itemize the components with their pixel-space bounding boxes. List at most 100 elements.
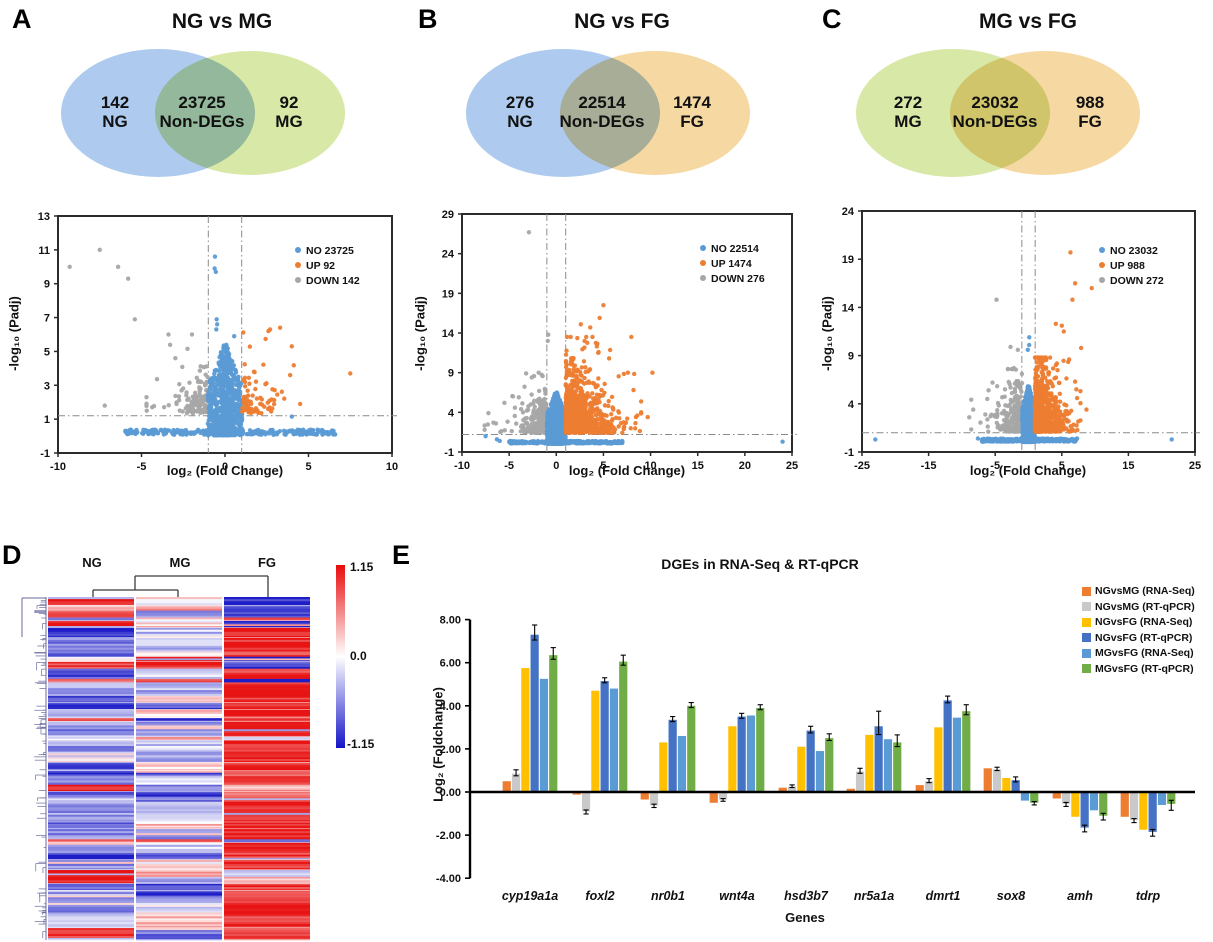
legend-item: MGvsFG (RNA-Seq) (1082, 647, 1195, 659)
bar-hsd3b7-1 (787, 786, 797, 792)
x-tick-label: -5 (137, 461, 147, 473)
bar-nr0b1-2 (659, 742, 668, 792)
bar-nr5a1a-4 (883, 739, 893, 792)
legend-swatch (1082, 648, 1091, 658)
y-tick-label: 14 (442, 328, 455, 340)
x-tick-label: -10 (50, 461, 66, 473)
legend-label: NO 23032 (1110, 245, 1158, 257)
bar-nr0b1-4 (677, 735, 687, 792)
bar-cyp19a1a-4 (539, 678, 549, 792)
x-tick-label: 20 (739, 460, 751, 472)
gene-label-amh: amh (1067, 889, 1093, 903)
venn-overlap-region: 22514 Non-DEGs (527, 93, 677, 131)
y-tick-label: -2.00 (436, 830, 461, 842)
bar-foxl2-4 (609, 688, 619, 792)
bar-y-axis-label: Log₂ (Foldchange) (430, 687, 446, 802)
colorbar-min-label: -1.15 (347, 737, 375, 751)
venn-left-label: NG (507, 112, 533, 131)
legend-label: NGvsFG (RT-qPCR) (1095, 631, 1193, 644)
panel-label-a: A (12, 4, 32, 34)
y-tick-label: 8.00 (440, 615, 461, 627)
venn-overlap-count: 23725 (178, 93, 226, 112)
venn-right-label: FG (680, 112, 704, 131)
venn-right-count: 988 (1075, 93, 1105, 112)
venn-left-count: 276 (505, 93, 535, 112)
panel-label-d: D (2, 540, 22, 570)
legend-label: MGvsFG (RT-qPCR) (1095, 662, 1194, 675)
x-tick-label: 15 (692, 460, 704, 472)
venn-diagram-ng-mg (61, 49, 345, 177)
y-tick-label: 29 (442, 209, 454, 221)
bar-wnt4a-0 (709, 792, 718, 803)
x-tick-label: 0 (222, 461, 228, 473)
bar-foxl2-1 (581, 792, 591, 812)
bar-tdrp-2 (1139, 792, 1148, 830)
bar-amh-1 (1061, 792, 1071, 804)
bar-tdrp-0 (1120, 792, 1129, 817)
bar-dmrt1-0 (915, 785, 924, 792)
y-tick-label: -1 (40, 448, 50, 460)
y-tick-label: -1 (844, 447, 854, 459)
bar-nr0b1-5 (687, 705, 696, 792)
y-tick-label: 19 (442, 288, 454, 300)
bar-chart-legend: NGvsMG (RNA-Seq) NGvsMG (RT-qPCR) NGvsFG… (1082, 585, 1195, 675)
venn-left-region: 142 NG (55, 93, 175, 131)
bar-amh-5 (1099, 792, 1108, 816)
y-tick-label: 0.00 (440, 787, 461, 799)
legend-label: DOWN 276 (711, 273, 765, 285)
x-tick-label: 0 (553, 460, 559, 472)
y-tick-label: 6.00 (440, 658, 461, 670)
bar-foxl2-2 (591, 690, 600, 792)
venn-right-count: 92 (279, 93, 299, 112)
legend-label: DOWN 272 (1110, 275, 1164, 287)
legend-label: UP 1474 (711, 258, 752, 270)
venn-left-region: 276 NG (460, 93, 580, 131)
legend-item: NGvsFG (RNA-Seq) (1082, 616, 1195, 628)
y-tick-label: 19 (842, 254, 854, 266)
venn-title-ng-mg: NG vs MG (171, 10, 273, 33)
bar-sox8-5 (1030, 792, 1039, 803)
venn-overlap-label: Non-DEGs (559, 112, 645, 131)
bar-sox8-4 (1020, 792, 1030, 801)
bar-tdrp-1 (1129, 792, 1139, 821)
gene-label-sox8: sox8 (997, 889, 1026, 903)
bar-amh-4 (1089, 792, 1099, 811)
gene-label-tdrp: tdrp (1136, 889, 1161, 903)
bar-nr5a1a-2 (865, 734, 874, 792)
y-tick-label: 24 (842, 206, 855, 218)
y-tick-label: 9 (448, 368, 454, 380)
bar-wnt4a-5 (756, 707, 765, 792)
y-tick-label: 9 (44, 279, 50, 291)
bar-wnt4a-1 (718, 792, 728, 800)
y-tick-label: -4.00 (436, 873, 461, 885)
bar-nr0b1-3 (668, 719, 677, 792)
venn-overlap-count: 22514 (578, 93, 626, 112)
legend-item: MGvsFG (RT-qPCR) (1082, 663, 1195, 675)
y-tick-label: 11 (38, 245, 50, 257)
x-tick-label: 15 (1122, 460, 1134, 472)
y-tick-label: 4 (448, 407, 455, 419)
bar-cyp19a1a-5 (549, 655, 558, 792)
bar-tdrp-5 (1167, 792, 1176, 804)
bar-nr0b1-0 (640, 792, 649, 800)
venn-overlap-region: 23032 Non-DEGs (920, 93, 1070, 131)
colorbar-mid-label: 0.0 (350, 649, 367, 663)
bar-x-axis-label: Genes (785, 910, 825, 925)
expression-heatmap (21, 575, 311, 941)
x-tick-label: 5 (1059, 460, 1065, 472)
bar-cyp19a1a-1 (511, 773, 521, 792)
x-axis-label: log₂ (Fold Change) (969, 463, 1087, 478)
venn-overlap-label: Non-DEGs (159, 112, 245, 131)
bar-amh-0 (1052, 792, 1061, 799)
heatmap-colorbar (336, 565, 345, 748)
bar-dmrt1-4 (952, 717, 962, 792)
gene-label-hsd3b7: hsd3b7 (784, 889, 829, 903)
legend-swatch (1082, 664, 1091, 673)
bar-sox8-0 (983, 768, 992, 792)
venn-right-region: 1474 FG (642, 93, 742, 131)
bar-cyp19a1a-0 (502, 781, 511, 792)
bar-nr5a1a-3 (874, 726, 883, 792)
y-tick-label: 3 (44, 380, 50, 392)
